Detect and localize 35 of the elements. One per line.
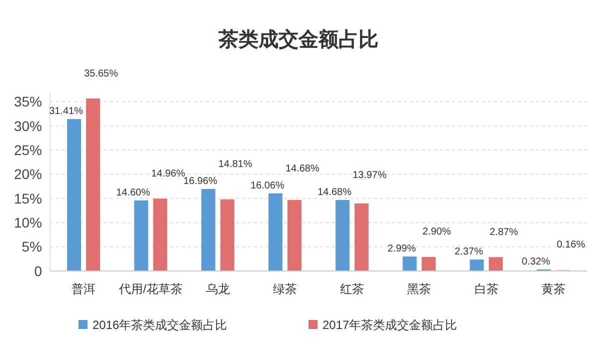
data-label: 2.87% [490,227,518,238]
data-label: 14.81% [218,158,252,170]
x-tick-label: 红茶 [340,282,364,296]
chart-title: 茶类成交金额占比 [218,28,378,51]
legend-label: 2016年茶类成交金额占比 [92,318,228,332]
data-label: 31.41% [49,106,84,118]
data-label: 0.16% [556,239,586,250]
y-tick-label: 25% [14,142,42,158]
x-tick-label: 代用/花草茶 [118,282,182,296]
data-label: 2.37% [454,246,484,258]
y-tick-label: 0 [34,262,42,279]
x-tick-label: 乌龙 [206,282,230,296]
data-label: 35.65% [84,68,118,80]
data-label: 14.68% [285,163,320,174]
x-tick-label: 黄茶 [541,282,566,296]
x-tick-label: 黑茶 [407,282,432,296]
y-tick-label: 10% [14,214,42,231]
data-label: 14.68% [318,186,352,198]
y-tick-label: 15% [14,190,42,206]
y-tick-label: 5% [22,238,42,255]
y-tick-label: 20% [14,166,42,182]
data-label: 16.06% [250,180,284,192]
y-tick-label: 35% [14,94,42,110]
data-label: 13.97% [352,170,387,181]
y-tick-label: 30% [14,118,42,134]
data-label: 14.60% [116,187,150,198]
data-label: 16.96% [183,176,218,187]
data-label: 14.96% [151,168,186,180]
data-label: 2.99% [388,244,416,255]
data-label: 0.32% [522,256,550,268]
x-tick-label: 绿茶 [272,282,297,296]
data-label: 2.90% [422,226,451,238]
x-tick-label: 普洱 [72,282,96,296]
x-tick-label: 白茶 [474,282,498,296]
legend-label: 2017年茶类成交金额占比 [322,318,458,332]
